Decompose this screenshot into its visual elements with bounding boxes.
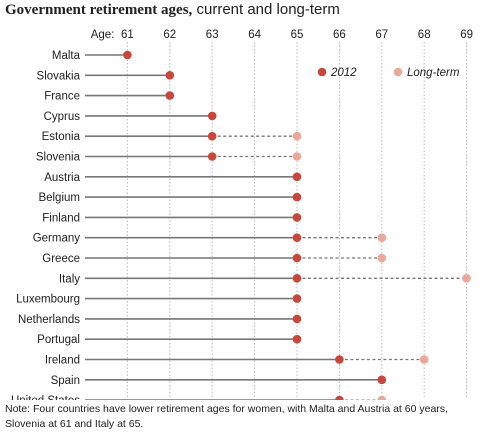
x-tick-label: 63 [206, 29, 219, 41]
current-point [292, 213, 302, 222]
x-tick-label: 61 [121, 29, 134, 41]
longterm-point [462, 274, 471, 283]
legend-label: Long-term [407, 67, 460, 79]
category-label: Netherlands [18, 314, 80, 326]
current-point [207, 111, 217, 121]
category-label: Spain [51, 375, 80, 387]
category-label: United States [11, 395, 80, 400]
current-point [292, 192, 302, 202]
current-point [165, 91, 175, 100]
legend-marker [317, 67, 327, 77]
current-point [165, 71, 175, 80]
current-point [123, 50, 132, 60]
category-label: Greece [42, 253, 80, 265]
legend-label: 2012 [330, 67, 357, 79]
longterm-point [419, 355, 429, 364]
longterm-point [377, 253, 387, 263]
dot-chart: Age: 61 62 63 64 65 66 67 68 69 Malta Slovakia Franc… [11, 29, 473, 400]
category-label: Austria [44, 172, 80, 184]
chart-title-bold: Government retirement ages, [5, 2, 193, 18]
category-label: Finland [42, 212, 80, 224]
current-point [292, 274, 302, 283]
category-label: Belgium [38, 192, 80, 204]
category-label: Estonia [42, 131, 81, 143]
current-point [377, 375, 387, 385]
category-label: Slovakia [37, 70, 81, 82]
footnote: Note: Four countries have lower retireme… [5, 403, 448, 430]
category-label: Ireland [45, 355, 80, 367]
x-tick-label: 62 [163, 29, 176, 41]
longterm-point [292, 131, 302, 141]
longterm-point [377, 233, 387, 242]
category-label: Italy [59, 273, 80, 285]
legend-marker [393, 67, 403, 77]
category-label: Germany [33, 233, 81, 245]
chart-title: Government retirement ages, current and … [5, 1, 340, 19]
category-label: Cyprus [44, 111, 81, 123]
current-point [207, 152, 217, 161]
longterm-point [292, 152, 302, 161]
current-point [292, 314, 302, 324]
category-label: Malta [52, 50, 81, 62]
x-tick-label: 68 [418, 29, 431, 41]
current-point [207, 131, 217, 141]
current-point [335, 395, 344, 400]
current-point [292, 253, 302, 263]
chart-title-sub: current and long-term [192, 1, 340, 18]
longterm-point [377, 395, 387, 400]
current-point [292, 172, 302, 182]
category-label: France [44, 91, 80, 103]
x-tick-label: 65 [291, 29, 304, 41]
current-point [292, 334, 302, 344]
x-tick-label: 67 [375, 29, 388, 41]
category-label: Luxembourg [16, 294, 80, 306]
x-tick-label: 64 [248, 29, 261, 41]
current-point [335, 355, 344, 364]
category-label: Portugal [37, 334, 80, 346]
x-tick-label: 69 [460, 29, 473, 41]
current-point [292, 233, 302, 242]
category-label: Slovenia [36, 152, 81, 164]
x-axis-prefix: Age: [91, 29, 115, 41]
current-point [292, 294, 302, 303]
x-tick-label: 66 [333, 29, 346, 41]
